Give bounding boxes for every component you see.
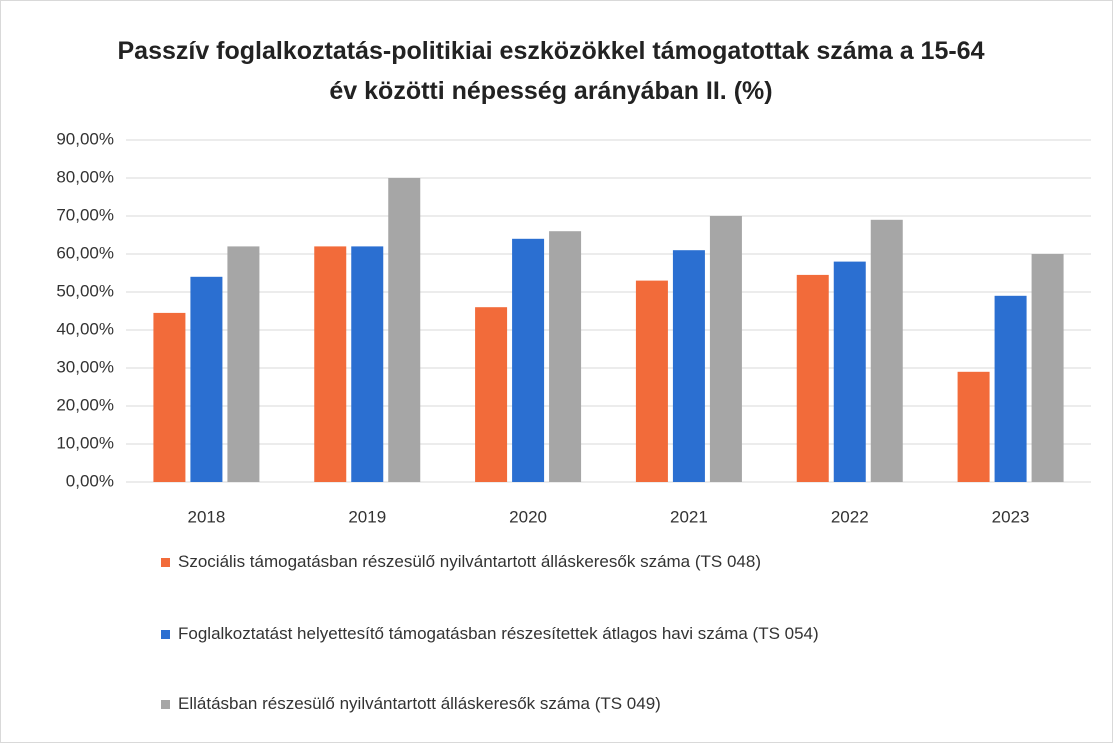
legend-swatch <box>161 630 170 639</box>
bar <box>796 274 829 482</box>
bar <box>351 246 384 482</box>
legend-item: Ellátásban részesülő nyilvántartott állá… <box>161 691 661 717</box>
y-tick-label: 0,00% <box>66 471 114 490</box>
bar <box>957 371 990 482</box>
bar <box>709 216 742 482</box>
x-tick-label: 2021 <box>670 507 708 526</box>
bar <box>549 231 582 482</box>
x-tick-label: 2018 <box>188 507 226 526</box>
legend-label: Szociális támogatásban részesülő nyilván… <box>178 552 761 571</box>
x-tick-label: 2020 <box>509 507 547 526</box>
bar <box>1031 254 1064 482</box>
y-tick-label: 80,00% <box>56 167 114 186</box>
bar <box>672 250 705 482</box>
y-tick-label: 90,00% <box>56 129 114 148</box>
y-tick-label: 30,00% <box>56 357 114 376</box>
bar <box>314 246 347 482</box>
legend-item: Szociális támogatásban részesülő nyilván… <box>161 549 761 575</box>
bar <box>190 276 223 482</box>
bar <box>994 295 1027 482</box>
legend-swatch <box>161 558 170 567</box>
bar <box>227 246 260 482</box>
bar <box>512 238 545 482</box>
legend-label: Ellátásban részesülő nyilvántartott állá… <box>178 694 661 713</box>
y-tick-label: 60,00% <box>56 243 114 262</box>
legend-swatch <box>161 700 170 709</box>
bar <box>388 178 421 482</box>
x-tick-label: 2022 <box>831 507 869 526</box>
chart-title: Passzív foglalkoztatás-politikiai eszköz… <box>117 37 985 105</box>
y-tick-label: 40,00% <box>56 319 114 338</box>
y-tick-label: 50,00% <box>56 281 114 300</box>
legend-label: Foglalkoztatást helyettesítő támogatásba… <box>178 624 819 643</box>
bar <box>475 307 508 482</box>
bar <box>153 312 186 482</box>
x-tick-label: 2023 <box>992 507 1030 526</box>
y-tick-label: 70,00% <box>56 205 114 224</box>
legend-item: Foglalkoztatást helyettesítő támogatásba… <box>161 621 819 647</box>
bar <box>870 219 903 483</box>
bar <box>833 261 866 482</box>
bar <box>635 280 668 482</box>
x-tick-label: 2019 <box>348 507 386 526</box>
y-tick-label: 10,00% <box>56 433 114 452</box>
y-tick-label: 20,00% <box>56 395 114 414</box>
